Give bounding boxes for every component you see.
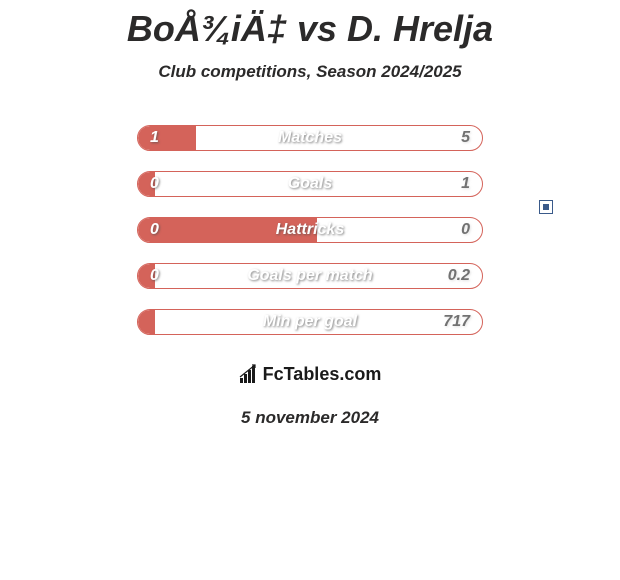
stat-value-right: 5 [461, 126, 470, 150]
stat-bars: 1 Matches 5 0 Goals 1 0 Hattricks 0 0 Go… [137, 125, 483, 355]
stat-row-mpg: Min per goal 717 [137, 309, 483, 335]
stat-row-gpm: 0 Goals per match 0.2 [137, 263, 483, 289]
brand-footer[interactable]: FcTables.com [201, 351, 419, 397]
right-avatar-group [499, 124, 602, 251]
stat-row-goals: 0 Goals 1 [137, 171, 483, 197]
stat-value-right: 717 [443, 310, 470, 334]
left-avatar-group [7, 124, 125, 202]
stat-value-right: 0.2 [448, 264, 470, 288]
stat-row-hattricks: 0 Hattricks 0 [137, 217, 483, 243]
placeholder-oval-icon [7, 124, 114, 150]
placeholder-circle-icon [499, 164, 600, 251]
stat-label: Goals [138, 172, 482, 196]
brand-name: FcTables.com [263, 364, 382, 385]
date-text: 5 november 2024 [0, 408, 620, 428]
stat-label: Min per goal [138, 310, 482, 334]
page-title: BoÅ¾iÄ‡ vs D. Hrelja [0, 0, 620, 50]
fctables-logo-icon [239, 364, 259, 384]
stat-label: Hattricks [138, 218, 482, 242]
broken-image-icon [539, 200, 553, 214]
page-subtitle: Club competitions, Season 2024/2025 [0, 62, 620, 82]
stat-label: Goals per match [138, 264, 482, 288]
stat-value-right: 1 [461, 172, 470, 196]
placeholder-oval-icon [499, 124, 602, 150]
stat-value-right: 0 [461, 218, 470, 242]
stat-label: Matches [138, 126, 482, 150]
placeholder-oval-icon [22, 178, 125, 202]
stat-row-matches: 1 Matches 5 [137, 125, 483, 151]
